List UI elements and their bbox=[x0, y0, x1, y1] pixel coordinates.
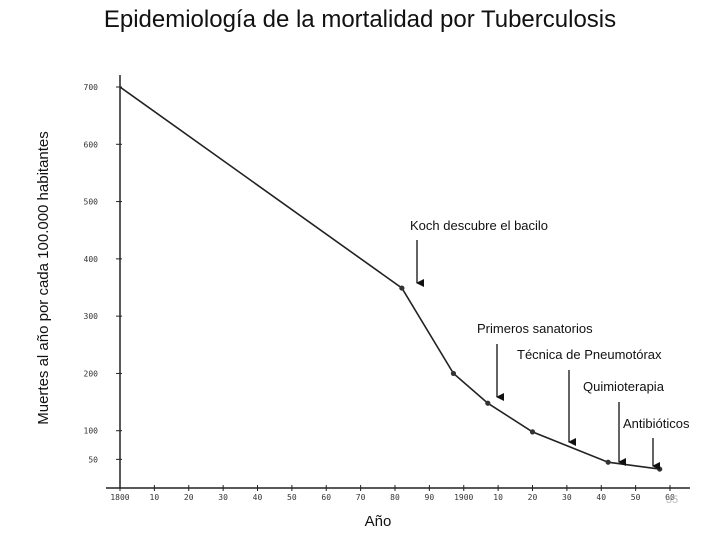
x-tick-label: 90 bbox=[425, 493, 435, 502]
x-tick-label: 10 bbox=[150, 493, 160, 502]
data-point bbox=[450, 370, 457, 377]
x-ticks: 1800 10 20 30 40 50 60 70 80 90 1900 10 20 30 40 50 60 bbox=[110, 485, 675, 502]
annotations: Koch descubre el bacilo Primeros sanatori… bbox=[410, 218, 690, 470]
x-tick-label: 10 bbox=[493, 493, 503, 502]
x-tick-label: 40 bbox=[253, 493, 263, 502]
x-tick-label: 50 bbox=[631, 493, 641, 502]
y-tick-label: 400 bbox=[84, 255, 99, 264]
y-tick-label: 600 bbox=[84, 140, 99, 149]
annotation-label: Quimioterapia bbox=[583, 379, 665, 394]
x-axis-label: Año bbox=[365, 513, 392, 530]
y-ticks: 700 600 500 400 300 200 100 50 bbox=[84, 83, 122, 464]
y-tick-label: 300 bbox=[84, 312, 99, 321]
annotation-label: Primeros sanatorios bbox=[477, 321, 593, 336]
y-tick-label: 50 bbox=[88, 455, 98, 464]
y-tick-label: 700 bbox=[84, 83, 99, 92]
data-point bbox=[529, 429, 536, 435]
page-number: 35 bbox=[666, 494, 678, 506]
annotation-label: Antibióticos bbox=[623, 416, 690, 431]
annotation-label: Koch descubre el bacilo bbox=[410, 218, 548, 233]
chart-title: Epidemiología de la mortalidad por Tuber… bbox=[103, 6, 617, 33]
data-point bbox=[485, 400, 491, 406]
y-tick-label: 200 bbox=[84, 369, 99, 378]
x-tick-label: 80 bbox=[390, 493, 400, 502]
x-tick-label: 60 bbox=[321, 493, 331, 502]
axes bbox=[106, 75, 690, 489]
data-point bbox=[605, 459, 611, 465]
y-axis-label: Muertes al año por cada 100.000 habitant… bbox=[35, 131, 52, 425]
x-tick-label: 60 bbox=[665, 493, 675, 502]
data-series bbox=[119, 86, 663, 472]
annotation-label: Técnica de Pneumotórax bbox=[517, 347, 662, 362]
x-tick-label: 20 bbox=[528, 493, 538, 502]
x-tick-label: 30 bbox=[218, 493, 228, 502]
y-tick-label: 100 bbox=[84, 427, 99, 436]
x-tick-label: 40 bbox=[596, 493, 606, 502]
data-point bbox=[657, 466, 663, 472]
x-tick-label: 1900 bbox=[454, 493, 473, 502]
series-line bbox=[119, 86, 660, 470]
y-tick-label: 500 bbox=[84, 198, 99, 207]
x-tick-label: 30 bbox=[562, 493, 572, 502]
x-tick-label: 20 bbox=[184, 493, 194, 502]
x-tick-label: 1800 bbox=[110, 493, 129, 502]
x-tick-label: 70 bbox=[356, 493, 366, 502]
data-point bbox=[399, 285, 405, 291]
x-tick-label: 50 bbox=[287, 493, 297, 502]
